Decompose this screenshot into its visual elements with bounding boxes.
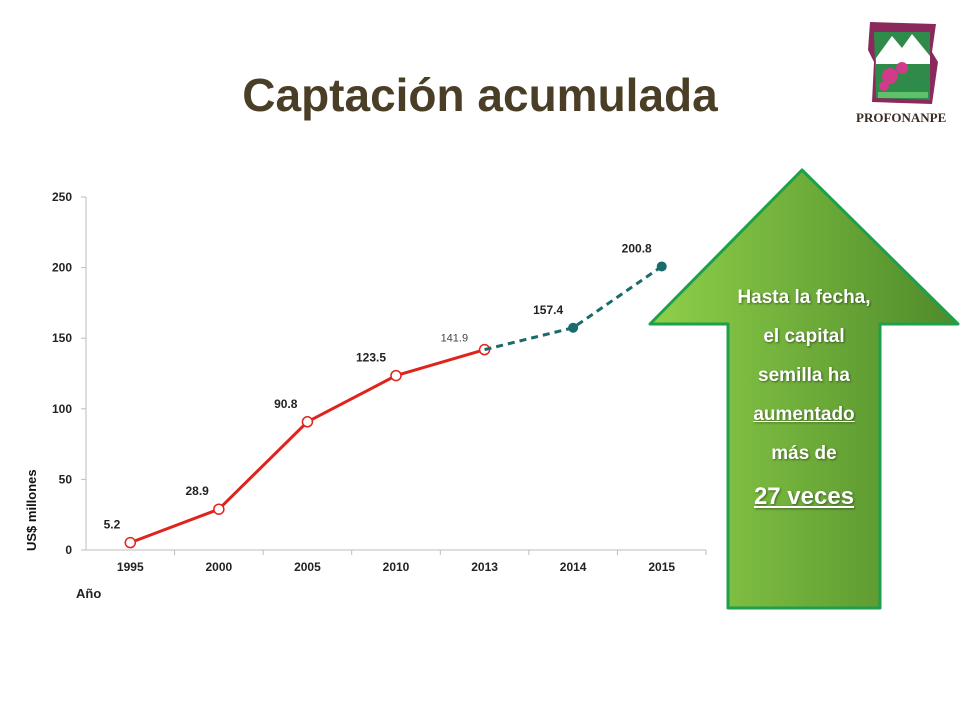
x-tick-label: 2014: [560, 560, 587, 574]
data-point: [124, 536, 137, 549]
callout-line-1: Hasta la fecha,: [737, 287, 871, 308]
data-label: 28.9: [185, 484, 209, 498]
x-axis-label: Año: [76, 586, 102, 601]
up-arrow-callout: [648, 168, 960, 610]
data-label: 90.8: [274, 397, 298, 411]
data-point: [301, 416, 314, 428]
data-point: [656, 261, 667, 272]
x-tick-label: 2010: [383, 560, 410, 574]
data-label: 5.2: [104, 518, 121, 532]
callout-highlight: 27 veces: [753, 483, 855, 510]
historic-series-line: [129, 348, 485, 545]
data-point: [213, 503, 225, 515]
x-tick-label: 2000: [206, 560, 233, 574]
callout-line-2: el capital: [763, 326, 845, 347]
callout-line-4: aumentado: [753, 404, 855, 425]
callout-line-5: más de: [771, 443, 837, 464]
y-tick-label: 150: [52, 331, 72, 345]
y-tick-label: 200: [52, 261, 72, 275]
slide-title: Captación acumulada: [242, 69, 718, 121]
data-label: 157.4: [533, 303, 563, 317]
y-tick-label: 50: [59, 472, 73, 486]
data-label: 200.8: [622, 241, 652, 255]
data-point: [390, 369, 402, 382]
profonanpe-logo: PROFONANPE: [856, 18, 946, 138]
x-tick-label: 1995: [117, 560, 144, 574]
x-tick-label: 2015: [648, 560, 675, 574]
projected-series-line: [484, 265, 663, 352]
data-label: 123.5: [356, 351, 386, 365]
callout-text: Hasta la fecha, el capital semilla ha au…: [728, 278, 880, 516]
y-axis-label: US$ millones: [24, 469, 39, 551]
y-tick-label: 0: [65, 543, 72, 557]
y-tick-label: 100: [52, 402, 72, 416]
logo-text: PROFONANPE: [856, 110, 947, 125]
logo-emblem-icon: [868, 22, 938, 104]
callout-line-3: semilla ha: [758, 365, 850, 386]
x-tick-label: 2013: [471, 560, 498, 574]
data-label: 141.9: [441, 333, 469, 345]
data-point: [568, 322, 579, 333]
line-chart: 0 50 100 150 200 250 1995 2000 2005 2010 2013 2014 2…: [52, 190, 707, 574]
x-tick-label: 2005: [294, 560, 321, 574]
y-tick-label: 250: [52, 190, 72, 204]
